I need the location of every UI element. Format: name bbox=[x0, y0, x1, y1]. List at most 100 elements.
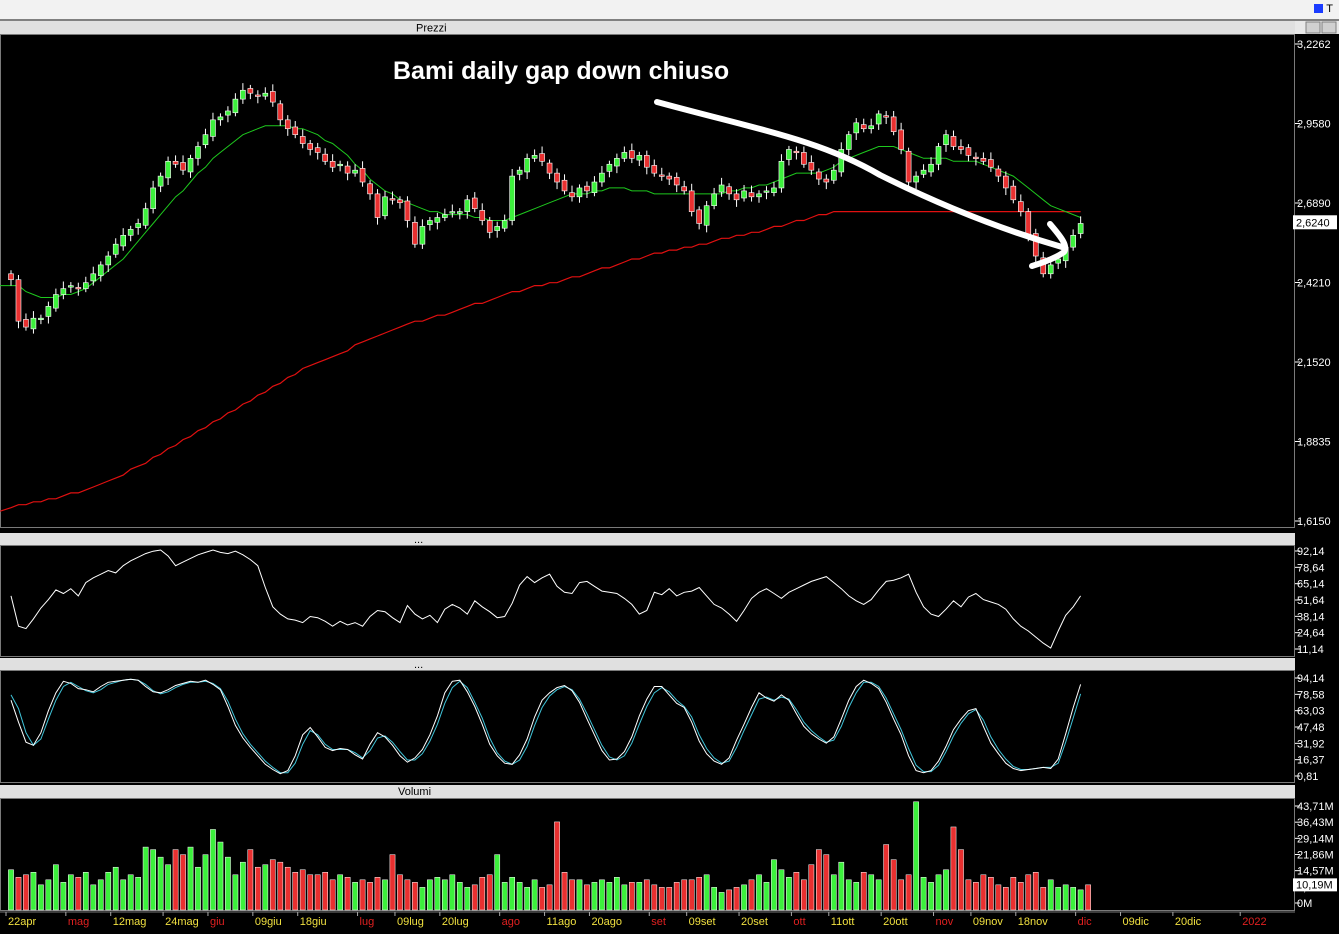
volume-bar bbox=[120, 879, 127, 911]
candle bbox=[898, 122, 904, 155]
volume-bar bbox=[988, 877, 994, 911]
candle-up bbox=[38, 317, 44, 321]
candle-up bbox=[449, 211, 456, 214]
x-label: 12mag bbox=[113, 916, 147, 928]
corner-button[interactable]: T bbox=[1314, 3, 1333, 15]
x-label: 24mag bbox=[165, 916, 199, 928]
volume-axis-label: 14,57M bbox=[1297, 866, 1334, 878]
volume-axis-label: 21,86M bbox=[1297, 850, 1334, 862]
volume-bar bbox=[195, 866, 201, 911]
candle-down bbox=[15, 279, 22, 322]
candle bbox=[97, 261, 104, 282]
x-label: mag bbox=[68, 916, 89, 928]
x-label: 11ott bbox=[831, 916, 855, 928]
candle-down bbox=[486, 220, 493, 233]
osc1-axis-label: 51,64 bbox=[1297, 595, 1325, 607]
candle-up bbox=[187, 158, 194, 173]
volume-bar bbox=[591, 882, 598, 911]
candle bbox=[1010, 180, 1017, 204]
candle bbox=[703, 200, 710, 233]
osc2-axis-label: 94,14 bbox=[1297, 673, 1325, 685]
candle-down bbox=[1032, 233, 1039, 257]
last-price-box bbox=[1293, 215, 1337, 230]
candle bbox=[479, 203, 486, 226]
candle-up bbox=[142, 208, 149, 226]
volume-bar bbox=[397, 874, 403, 911]
candle bbox=[696, 206, 702, 230]
candle bbox=[756, 190, 762, 203]
candle bbox=[464, 195, 471, 219]
candle bbox=[165, 156, 171, 185]
volume-bar bbox=[157, 856, 164, 911]
candle-up bbox=[636, 155, 643, 161]
candle-down bbox=[471, 197, 478, 209]
candle-down bbox=[292, 126, 299, 135]
candle-down bbox=[479, 210, 486, 221]
volume-bar bbox=[90, 884, 97, 911]
candle bbox=[501, 214, 508, 232]
candle-down bbox=[374, 193, 381, 218]
x-label: set bbox=[651, 916, 666, 928]
candle-up bbox=[382, 196, 388, 217]
candle bbox=[284, 115, 291, 136]
volume-bar bbox=[950, 826, 957, 911]
volume-bar bbox=[696, 877, 703, 911]
volume-bar bbox=[367, 882, 373, 911]
osc1-axis-label: 92,14 bbox=[1297, 546, 1325, 558]
candle bbox=[673, 172, 680, 193]
volume-bar bbox=[232, 874, 239, 911]
candle bbox=[599, 166, 605, 187]
volume-bar bbox=[486, 874, 493, 911]
x-label: 20ott bbox=[883, 916, 907, 928]
candle-up bbox=[913, 175, 919, 183]
x-label: nov bbox=[936, 916, 954, 928]
candle-down bbox=[643, 155, 650, 168]
candle bbox=[965, 144, 972, 162]
x-label: ago bbox=[502, 916, 520, 928]
candle bbox=[15, 274, 22, 329]
volume-bar bbox=[8, 869, 14, 911]
volume-bar bbox=[838, 861, 845, 911]
close-button[interactable] bbox=[1321, 21, 1337, 34]
candle-up bbox=[875, 113, 882, 125]
volume-bar bbox=[172, 849, 179, 911]
volume-bar bbox=[210, 829, 216, 911]
candle-up bbox=[509, 175, 515, 221]
osc1-axis-label: 65,14 bbox=[1297, 579, 1325, 591]
volume-bar bbox=[1010, 877, 1017, 911]
candle bbox=[763, 186, 770, 200]
volume-bar bbox=[501, 882, 508, 911]
candle bbox=[180, 155, 186, 175]
candle-up bbox=[501, 220, 508, 229]
minimize-button[interactable] bbox=[1305, 21, 1321, 34]
volume-bar bbox=[643, 879, 650, 911]
volume-bar bbox=[337, 874, 343, 911]
candle bbox=[120, 228, 126, 251]
candle bbox=[105, 251, 112, 273]
candle bbox=[935, 142, 942, 171]
stoch-k-line bbox=[10, 678, 1082, 775]
candle-up bbox=[240, 89, 246, 100]
candle-up bbox=[337, 163, 343, 167]
candle bbox=[352, 164, 358, 177]
volume-bar bbox=[666, 887, 673, 911]
square-icon bbox=[1314, 4, 1324, 13]
candle bbox=[75, 282, 82, 296]
candle bbox=[636, 151, 643, 167]
osc2-axis-label: 31,92 bbox=[1297, 738, 1325, 750]
volume-bar bbox=[823, 854, 830, 911]
x-label: 11ago bbox=[547, 916, 577, 928]
candle-up bbox=[442, 214, 448, 218]
candle bbox=[524, 153, 530, 180]
candle-up bbox=[838, 149, 845, 173]
candle bbox=[434, 212, 441, 230]
candle bbox=[688, 183, 695, 217]
volume-bar bbox=[434, 877, 441, 911]
candle bbox=[569, 185, 575, 202]
volume-bar bbox=[808, 864, 815, 911]
volume-bar bbox=[658, 887, 665, 911]
candle-up bbox=[711, 193, 717, 207]
candle bbox=[157, 172, 164, 193]
candle-down bbox=[688, 190, 695, 212]
candle bbox=[681, 180, 688, 195]
